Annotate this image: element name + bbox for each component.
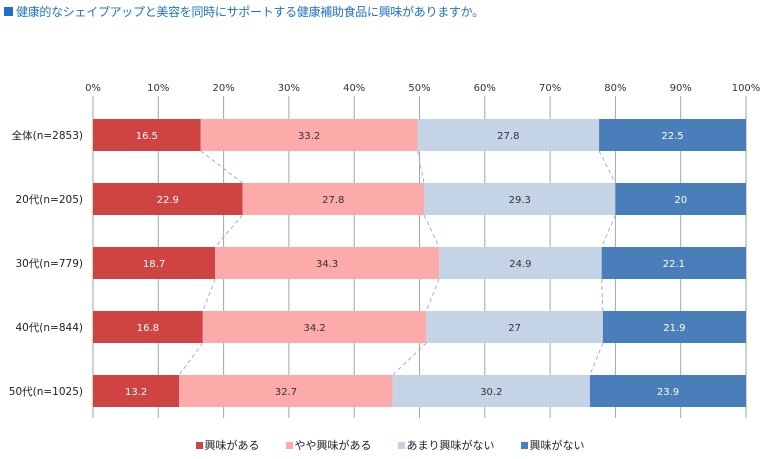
series-line	[200, 150, 243, 184]
data-label: 16.8	[137, 323, 159, 334]
bar-segment	[93, 311, 203, 343]
data-label: 21.9	[663, 323, 685, 334]
legend-swatch	[195, 441, 203, 449]
data-label: 27.8	[322, 195, 344, 206]
chart-title: 健康的なシェイプアップと美容を同時にサポートする健康補助食品に興味がありますか。	[4, 3, 484, 20]
bar-segment	[200, 119, 418, 151]
bar-segment	[93, 119, 201, 151]
x-tick-label: 10%	[147, 83, 169, 94]
series-line	[601, 278, 604, 312]
series-line	[202, 278, 216, 312]
chart-title-text: 健康的なシェイプアップと美容を同時にサポートする健康補助食品に興味がありますか。	[16, 5, 484, 19]
data-label: 13.2	[125, 387, 147, 398]
legend-item: あまり興味がない	[397, 437, 495, 453]
data-label: 30.2	[480, 387, 502, 398]
bar-segment	[424, 183, 616, 215]
data-label: 24.9	[509, 259, 531, 270]
legend-swatch	[285, 441, 293, 449]
data-label: 16.5	[136, 131, 158, 142]
bar-segment	[589, 375, 746, 407]
series-line	[601, 214, 616, 248]
data-label: 22.9	[157, 195, 179, 206]
data-label: 27.8	[497, 131, 519, 142]
x-tick-label: 0%	[85, 83, 101, 94]
series-line	[178, 342, 204, 376]
bar-segment	[215, 247, 440, 279]
legend-item: やや興味がある	[285, 437, 372, 453]
bar-segment	[242, 183, 425, 215]
legend-label: やや興味がある	[294, 439, 372, 452]
bar-segment	[202, 311, 427, 343]
legend-label: 興味がある	[204, 439, 260, 452]
x-axis-ticks: 0% 10% 20% 30% 40% 50% 60% 70% 80% 90% 100%	[85, 83, 760, 94]
series-lines	[178, 150, 616, 376]
bar-segment	[93, 375, 180, 407]
bar-segment	[179, 375, 393, 407]
legend-swatch	[520, 441, 528, 449]
data-label: 22.1	[663, 259, 685, 270]
series-line	[214, 214, 243, 248]
series-line	[392, 342, 427, 376]
bar-segment	[93, 247, 216, 279]
legend-item: 興味がある	[195, 437, 260, 453]
category-label: 全体(n=2853)	[12, 129, 83, 142]
x-tick-label: 90%	[670, 83, 692, 94]
series-line	[589, 342, 604, 376]
x-tick-label: 30%	[278, 83, 300, 94]
title-square-icon	[4, 7, 13, 16]
bar-segment	[392, 375, 590, 407]
category-label: 20代(n=205)	[15, 194, 83, 206]
category-label: 50代(n=1025)	[9, 386, 83, 398]
data-label: 18.7	[143, 259, 165, 270]
bar-segment	[439, 247, 602, 279]
legend-item: 興味がない	[520, 437, 585, 453]
data-label: 34.2	[303, 323, 325, 334]
x-tick-label: 80%	[604, 83, 626, 94]
data-label: 33.2	[298, 131, 320, 142]
legend-swatch	[397, 441, 405, 449]
bar-segment	[93, 183, 243, 215]
legend-label: あまり興味がない	[406, 439, 495, 452]
stacked-bar-chart: 0% 10% 20% 30% 40% 50% 60% 70% 80% 90% 100% 16.5 33…	[9, 83, 760, 418]
x-tick-label: 50%	[408, 83, 430, 94]
data-label: 34.3	[316, 259, 338, 270]
x-tick-label: 40%	[343, 83, 365, 94]
data-label: 23.9	[657, 387, 679, 398]
bar-segment	[426, 311, 603, 343]
data-label: 20	[674, 195, 687, 206]
x-tick-label: 70%	[539, 83, 561, 94]
series-line	[423, 214, 440, 248]
data-label: 32.7	[275, 387, 297, 398]
category-label: 40代(n=844)	[15, 322, 83, 334]
legend-label: 興味がない	[529, 439, 585, 452]
series-line	[417, 150, 425, 184]
bar-segment	[602, 311, 746, 343]
series-line	[598, 150, 616, 184]
data-label: 27	[508, 323, 521, 334]
x-tick-label: 100%	[732, 83, 761, 94]
category-label: 30代(n=779)	[15, 258, 83, 270]
x-tick-label: 60%	[474, 83, 496, 94]
x-tick-label: 20%	[212, 83, 234, 94]
legend: 興味がある やや興味がある あまり興味がない 興味がない	[0, 437, 780, 453]
category-labels: 全体(n=2853) 20代(n=205) 30代(n=779) 40代(n=844)…	[9, 129, 83, 398]
bar-segment	[417, 119, 600, 151]
bar-segment	[601, 247, 746, 279]
series-line	[425, 278, 440, 312]
bar-segment	[599, 119, 746, 151]
data-label: 22.5	[661, 131, 683, 142]
bars: 16.5 33.2 27.8 22.5 22.9 27.8 29.3 20 18.7 34.3 24…	[93, 119, 746, 407]
bar-segment	[615, 183, 746, 215]
data-label: 29.3	[509, 195, 531, 206]
